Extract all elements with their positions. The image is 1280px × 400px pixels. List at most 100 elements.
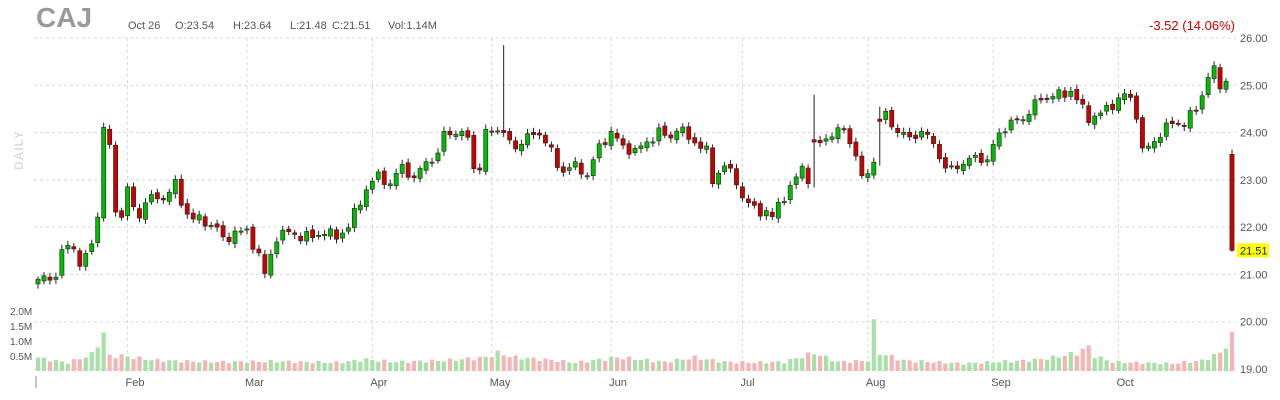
volume-bar	[1038, 358, 1044, 371]
candle-body	[155, 192, 160, 200]
candle-body	[172, 179, 178, 195]
candle-body	[572, 161, 578, 168]
volume-bar	[925, 362, 930, 371]
candle-body	[590, 159, 596, 176]
candle-body	[943, 157, 948, 169]
volume-bar	[226, 363, 232, 371]
candle-body	[871, 161, 877, 176]
volume-bar	[209, 362, 214, 371]
candle-body	[256, 248, 262, 254]
candle-body	[71, 246, 77, 250]
volume-bar	[286, 360, 291, 371]
candle-body	[925, 131, 930, 135]
candle-body	[226, 236, 232, 242]
volume-tick-label: 1.5M	[10, 322, 32, 333]
volume-bar	[447, 358, 453, 371]
volume-bar	[841, 361, 847, 371]
candle-body	[1050, 96, 1056, 100]
candle-body	[89, 243, 95, 252]
candle-body	[489, 130, 495, 133]
volume-bar	[806, 352, 811, 371]
volume-bar	[465, 357, 470, 371]
volume-bar	[1223, 348, 1229, 371]
candle-body	[608, 131, 614, 146]
open-value: O:23.54	[175, 20, 215, 32]
volume-bar	[376, 361, 381, 371]
candle-body	[1086, 105, 1092, 123]
candle-body	[949, 165, 954, 168]
volume-bar	[543, 358, 548, 371]
volume-bar	[406, 362, 411, 371]
candle-body	[292, 232, 298, 235]
candle-body	[477, 167, 483, 171]
candle-body	[811, 139, 817, 143]
candle-body	[340, 232, 345, 239]
candle-body	[328, 228, 333, 237]
candle-body	[244, 228, 250, 231]
candle-body	[853, 141, 859, 157]
volume-bar	[1086, 345, 1091, 371]
volume-bar	[1140, 363, 1145, 371]
candle-body	[507, 131, 513, 141]
candle-body	[262, 254, 268, 274]
volume-bar	[1044, 359, 1050, 371]
volume-bar	[1092, 358, 1097, 371]
candle-body	[453, 134, 459, 137]
volume-bar	[949, 362, 954, 371]
volume-bar	[101, 332, 106, 371]
candle-body	[346, 227, 351, 232]
volume-bar	[495, 350, 500, 371]
candle-body	[65, 244, 71, 250]
price-tick-label: 26.00	[1240, 33, 1268, 45]
candle-body	[1217, 67, 1223, 90]
candle-body	[35, 278, 41, 285]
volume-bar	[1200, 359, 1205, 371]
candle-body	[465, 130, 471, 138]
volume-bar	[758, 361, 763, 371]
candle-body	[984, 159, 990, 163]
candle-body	[405, 162, 411, 178]
candle-body	[674, 130, 680, 140]
volume-bar	[280, 361, 285, 371]
volume-bar	[507, 357, 512, 371]
candle-body	[1098, 112, 1104, 117]
volume-bar	[191, 361, 196, 371]
volume-bar	[83, 357, 88, 371]
volume-bar	[95, 347, 100, 371]
candle-body	[578, 162, 584, 175]
candle-body	[632, 148, 638, 153]
candle-body	[501, 130, 507, 133]
volume-bar	[89, 352, 94, 371]
volume-bar	[417, 360, 423, 371]
candle-body	[829, 136, 835, 140]
volume-bar	[400, 360, 405, 371]
candle-body	[149, 194, 154, 203]
candle-body	[686, 126, 692, 140]
candle-body	[1140, 117, 1145, 149]
price-tick-label: 20.00	[1240, 317, 1268, 329]
volume-bar	[835, 361, 841, 371]
volume-tick-label: 0.5M	[10, 352, 32, 363]
volume-bar	[328, 362, 333, 371]
volume-bar	[650, 362, 655, 371]
volume-bar	[382, 359, 387, 371]
volume-bar	[609, 356, 614, 371]
candle-body	[304, 231, 310, 242]
candle-body	[322, 233, 327, 237]
candle-body	[429, 161, 435, 164]
volume-bar	[692, 355, 697, 371]
candle-body	[125, 186, 130, 217]
volume-bar	[1116, 360, 1121, 371]
volume-bar	[770, 362, 775, 371]
volume-bar	[1110, 362, 1115, 371]
candle-body	[220, 225, 226, 238]
candle-body	[787, 185, 793, 200]
volume-bar	[555, 362, 560, 371]
volume-bar	[829, 361, 835, 371]
volume-bar	[394, 362, 399, 371]
volume-bar	[125, 356, 130, 371]
candle-body	[399, 164, 405, 174]
volume-bar	[740, 361, 745, 371]
volume-bar	[1032, 358, 1038, 371]
